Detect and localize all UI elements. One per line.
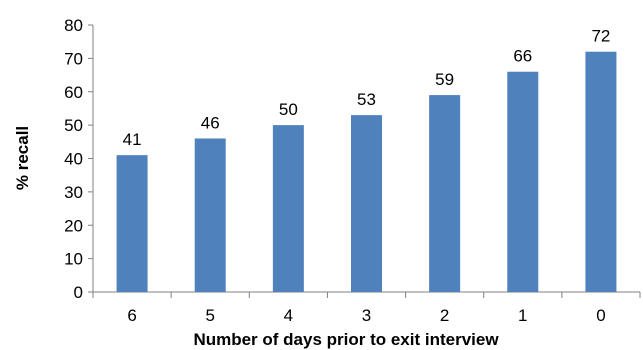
bar [194,138,226,292]
y-tick-label: 40 [64,150,83,169]
bar [429,95,461,293]
data-labels: 41 46 50 53 59 66 72 [123,27,611,149]
x-axis: 6 5 4 3 2 1 0 [92,291,641,325]
x-tick-label: 0 [596,306,605,325]
bar-value-label: 66 [513,47,532,66]
x-tick-label: 2 [440,306,449,325]
bar-value-label: 41 [123,130,142,149]
bar [351,115,382,292]
x-tick-label: 5 [205,306,214,325]
y-tick-label: 50 [64,116,83,135]
y-tick-label: 70 [64,49,83,68]
x-tick-label: 4 [284,306,293,325]
bar [116,155,148,292]
x-tick-label: 6 [127,306,136,325]
y-tick-label: 30 [64,183,83,202]
x-tick-label: 1 [518,306,527,325]
bar-value-label: 59 [435,70,454,89]
y-axis: 0 10 20 30 40 50 60 70 80 [64,16,94,302]
bar-value-label: 53 [357,90,376,109]
bar-value-label: 72 [591,27,610,46]
y-tick-label: 60 [64,83,83,102]
bar-value-label: 50 [279,100,298,119]
bar [585,51,617,293]
y-tick-label: 0 [74,283,83,302]
x-tick-label: 3 [362,306,371,325]
x-axis-title: Number of days prior to exit interview [193,330,499,349]
y-tick-label: 80 [64,16,83,35]
bars [116,51,617,293]
y-axis-title: % recall [13,126,32,190]
y-tick-label: 20 [64,216,83,235]
bar-value-label: 46 [201,113,220,132]
bar [507,71,539,292]
y-tick-label: 10 [64,250,83,269]
bar [272,125,304,292]
